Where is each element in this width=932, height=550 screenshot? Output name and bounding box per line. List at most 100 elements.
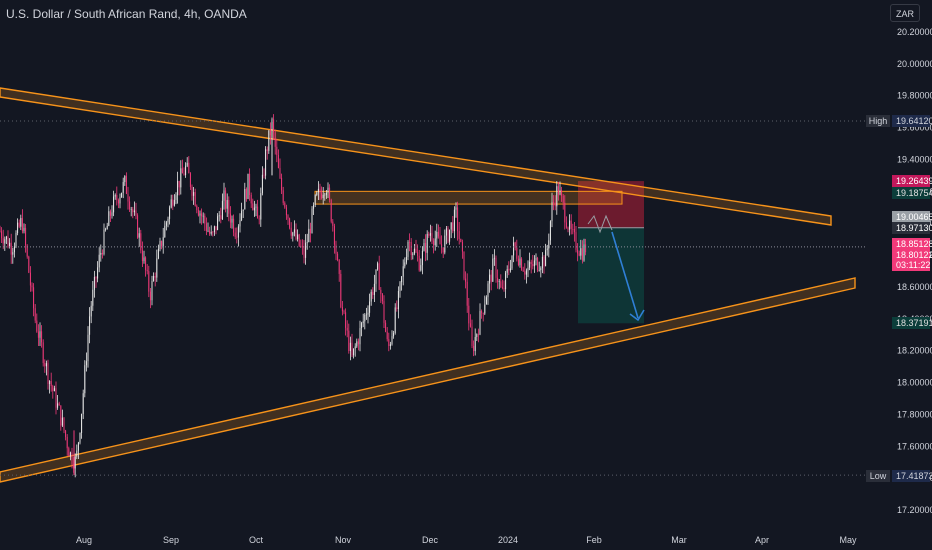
y-tick-label: 19.80000 [897,91,932,101]
price-badge: 18.80122 [896,250,932,260]
candle-body [181,168,183,174]
candle-body [204,215,206,224]
candle-body [489,274,491,284]
candle-body [217,216,219,230]
candle-body [495,257,497,278]
candle-body [469,323,471,327]
x-tick-label: Aug [76,535,92,545]
candle-body [314,195,316,205]
candle-body [47,363,49,384]
candle-body [225,190,227,209]
candle-body [530,261,532,264]
candle-body [309,228,311,234]
candle-body [297,234,299,240]
candle-body [337,253,339,260]
candle-body [263,174,265,176]
candle-body [133,210,135,213]
candle-body [132,209,134,213]
price-tag-label-bg [866,115,890,127]
candle-body [556,186,558,207]
candle-body [463,251,465,279]
candle-body [89,316,91,335]
candle-body [559,190,561,195]
candle-body [146,269,148,272]
candle-body [90,305,92,317]
y-tick-label: 18.20000 [897,346,932,356]
candle-body [444,235,446,253]
price-badge-bg [892,222,930,234]
candle-body [506,269,508,273]
candle-body [381,293,383,302]
candle-body [188,162,190,174]
candle-body [570,220,572,229]
candle-body [69,452,71,457]
candle-body [543,256,545,267]
candle-body [21,218,23,232]
candle-body [127,193,129,202]
candle-body [285,207,287,216]
y-tick-label: 19.60000 [897,123,932,133]
candle-body [52,386,54,392]
candle-body [433,240,435,246]
candle-body [292,232,294,236]
candle-body [177,180,179,196]
candle-body [353,348,355,356]
x-tick-label: 2024 [498,535,518,545]
candle-body [165,222,167,226]
candle-body [233,218,235,233]
candle-body [178,180,180,188]
candle-body [98,254,100,268]
candle-body [100,252,102,255]
candle-body [82,393,84,414]
candle-body [37,331,39,338]
candle-body [410,242,412,255]
candle-body [205,223,207,232]
currency-button[interactable]: ZAR [890,4,920,22]
candle-body [265,149,267,176]
candle-body [180,168,182,188]
candle-body [348,330,350,352]
candle-body [20,218,22,227]
candle-body [457,207,459,232]
trendlines-layer [0,87,856,483]
candle-body [125,176,127,194]
candle-body [130,209,132,210]
price-tag-label: Low [870,471,887,481]
candle-body [119,197,121,204]
candle-body [529,261,531,268]
candle-body [447,228,449,242]
projection-zigzag [587,214,613,234]
candle-body [36,320,38,332]
candle-body [409,241,411,243]
candle-body [17,222,19,233]
candle-body [87,334,89,362]
candle-body [103,229,105,255]
y-tick-label: 18.60000 [897,282,932,292]
candle-body [113,196,115,213]
arrow-head-icon [629,309,645,322]
candle-body [500,281,502,288]
candle-body [183,173,185,176]
candle-body [281,177,283,191]
candle-body [517,258,519,266]
candle-body [212,231,214,233]
candle-body [218,215,220,217]
time-axis: Aug Sep Oct Nov Dec 2024 Feb Mar Apr May [76,535,857,545]
candle-body [116,195,118,201]
candle-body [79,432,81,443]
candle-body [452,222,454,232]
candle-body [33,287,35,309]
candle-body [53,388,55,392]
candle-body [370,291,372,302]
price-badge-bg [892,115,930,127]
candle-body [274,132,276,147]
candle-body [209,230,211,234]
x-tick-label: Oct [249,535,264,545]
candle-body [196,205,198,211]
candle-body [60,405,62,426]
candle-body [572,228,574,230]
candle-body [71,452,73,465]
candle-body [343,311,345,313]
candle-body [386,331,388,340]
